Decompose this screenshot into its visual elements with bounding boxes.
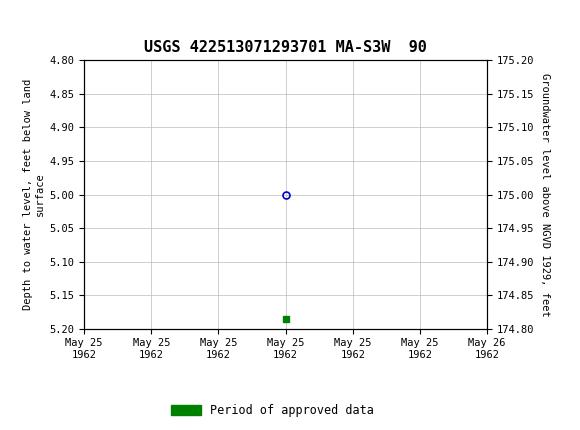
Y-axis label: Groundwater level above NGVD 1929, feet: Groundwater level above NGVD 1929, feet	[540, 73, 550, 316]
Legend: Period of approved data: Period of approved data	[166, 399, 379, 422]
Title: USGS 422513071293701 MA-S3W  90: USGS 422513071293701 MA-S3W 90	[144, 40, 427, 55]
Text: ≡USGS: ≡USGS	[9, 10, 79, 28]
Y-axis label: Depth to water level, feet below land
surface: Depth to water level, feet below land su…	[23, 79, 45, 310]
